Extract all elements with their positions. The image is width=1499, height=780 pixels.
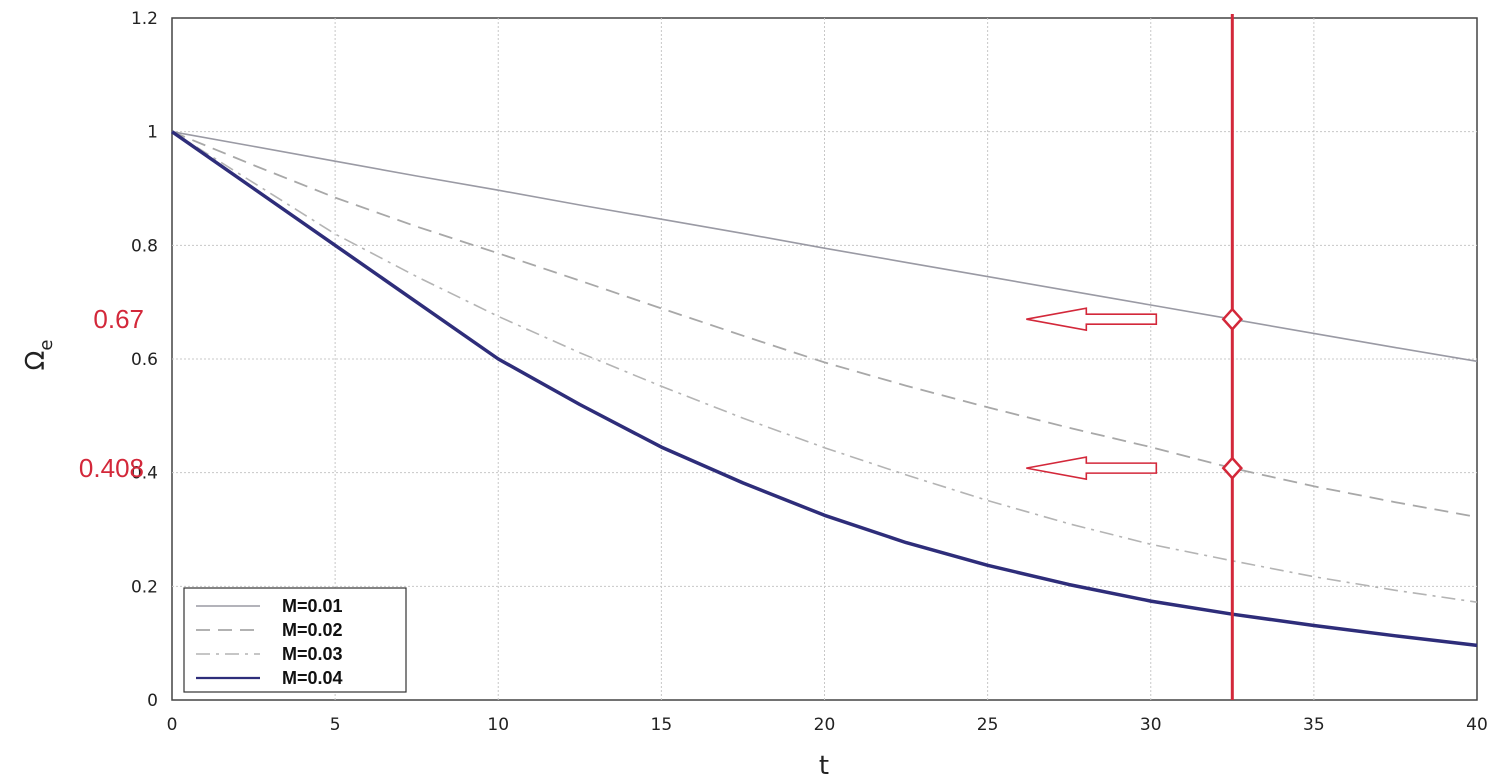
y-tick-label: 0 — [147, 691, 158, 711]
x-tick-label: 5 — [330, 715, 341, 735]
marker-value-label: 0.408 — [79, 453, 144, 483]
arrow-left — [1026, 456, 1158, 481]
x-axis-label: t — [819, 751, 829, 780]
series-line-1 — [171, 130, 1478, 363]
marker-diamond — [1221, 456, 1243, 480]
legend-label: M=0.03 — [282, 644, 343, 664]
legend-label: M=0.02 — [282, 620, 343, 640]
x-tick-label: 10 — [487, 715, 509, 735]
legend: M=0.01 M=0.02 M=0.03 M=0.04 — [183, 587, 407, 693]
y-axis-label-subscript: e — [36, 340, 57, 351]
marker-diamond — [1221, 307, 1243, 332]
x-axis-ticks: 0 5 10 15 20 25 30 35 40 — [167, 715, 1488, 735]
series-line-4 — [171, 130, 1478, 648]
y-axis-ticks: 0 0.2 0.4 0.6 0.8 1 1.2 — [131, 9, 158, 711]
arrow-left — [1026, 307, 1158, 332]
x-tick-label: 30 — [1140, 715, 1162, 735]
y-axis-label-symbol: Ω — [21, 351, 51, 371]
y-tick-label: 1.2 — [131, 9, 158, 29]
y-axis-label: Ωe — [21, 340, 57, 371]
y-tick-label: 0.4 — [131, 464, 158, 484]
y-tick-label: 1 — [147, 123, 158, 143]
y-tick-label: 0.2 — [131, 577, 158, 597]
series-line-2 — [171, 130, 1478, 518]
legend-label: M=0.01 — [282, 596, 343, 616]
x-tick-label: 15 — [651, 715, 673, 735]
annotation-layer: 0.67 0.408 — [79, 14, 1243, 700]
x-tick-label: 0 — [167, 715, 178, 735]
x-tick-label: 35 — [1303, 715, 1325, 735]
x-tick-label: 40 — [1466, 715, 1488, 735]
x-tick-label: 20 — [814, 715, 836, 735]
y-tick-label: 0.6 — [131, 350, 158, 370]
marker-value-label: 0.67 — [93, 304, 144, 334]
grid-lines — [172, 18, 1477, 700]
x-tick-label: 25 — [977, 715, 999, 735]
series-line-3 — [171, 131, 1478, 603]
legend-label: M=0.04 — [282, 668, 343, 688]
y-tick-label: 0.8 — [131, 236, 158, 256]
svg-text:Ωe: Ωe — [21, 340, 57, 371]
series-layer — [171, 130, 1478, 648]
